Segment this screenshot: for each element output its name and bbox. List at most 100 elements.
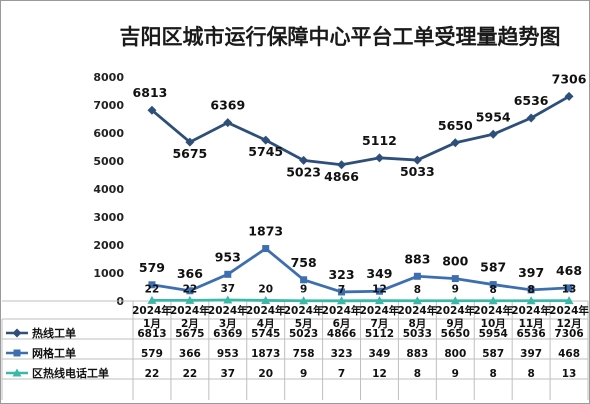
- x-tick-month: 1月: [143, 318, 161, 330]
- data-label: 5745: [248, 144, 283, 159]
- table-cell: 5675: [175, 328, 204, 340]
- data-point: [185, 137, 195, 147]
- data-point: [299, 155, 309, 165]
- data-point: [186, 287, 194, 295]
- data-label: 13: [562, 284, 577, 296]
- x-tick-year: 2024年: [170, 304, 210, 317]
- data-point: [489, 281, 497, 289]
- table-cell: 7: [338, 368, 345, 380]
- x-tick-year: 2024年: [511, 304, 551, 317]
- data-point: [450, 296, 460, 305]
- x-tick-label: 2024年 12月: [549, 304, 589, 330]
- table-cell: 468: [558, 348, 580, 360]
- x-tick-label: 2024年 10月: [473, 304, 513, 330]
- data-label: 20: [258, 283, 273, 295]
- data-point: [300, 276, 308, 284]
- y-tick-label: 6000: [93, 127, 124, 140]
- x-tick-month: 8月: [408, 318, 426, 330]
- table-cell: 800: [444, 348, 466, 360]
- x-tick-label: 2024年 4月: [246, 304, 286, 330]
- data-point: [527, 286, 535, 294]
- data-label: 8: [490, 284, 497, 296]
- data-point: [147, 295, 157, 304]
- data-label: 5033: [400, 164, 435, 179]
- data-point: [564, 91, 574, 101]
- table-cell: 1873: [251, 348, 280, 360]
- legend-marker: [12, 328, 22, 338]
- x-tick-month: 5月: [295, 318, 313, 330]
- table-cell: 22: [183, 368, 198, 380]
- table-cell: 6813: [137, 328, 166, 340]
- data-label: 22: [183, 283, 198, 295]
- x-tick-month: 12月: [556, 318, 581, 330]
- x-tick-month: 9月: [446, 318, 464, 330]
- data-point: [374, 153, 384, 163]
- x-tick-month: 11月: [519, 318, 544, 330]
- data-label: 5675: [172, 146, 207, 161]
- table-cell: 953: [217, 348, 239, 360]
- data-point: [261, 135, 271, 145]
- data-label: 12: [372, 284, 387, 296]
- y-tick-label: 1000: [93, 267, 124, 280]
- data-label: 883: [404, 251, 430, 266]
- data-label: 8: [414, 284, 421, 296]
- data-label: 37: [220, 283, 235, 295]
- data-point: [526, 296, 536, 305]
- x-tick-year: 2024年: [435, 304, 475, 317]
- table-cell: 5954: [479, 328, 508, 340]
- table-cell: 22: [145, 368, 160, 380]
- table-cell: 6536: [517, 328, 546, 340]
- x-tick-year: 2024年: [322, 304, 362, 317]
- series-line: [151, 298, 570, 303]
- y-tick-label: 2000: [93, 239, 124, 252]
- x-tick-label: 2024年 6月: [322, 304, 362, 330]
- series-line: [151, 95, 570, 167]
- x-tick-month: 10月: [481, 318, 506, 330]
- x-tick-year: 2024年: [473, 304, 513, 317]
- x-tick-year: 2024年: [132, 304, 172, 317]
- data-label: 8: [527, 284, 534, 296]
- data-point: [261, 295, 271, 304]
- x-tick-month: 3月: [219, 318, 237, 330]
- x-tick-label: 2024年 5月: [284, 304, 324, 330]
- legend-label: 热线工单: [32, 326, 76, 340]
- data-point: [148, 281, 156, 289]
- data-point: [147, 105, 157, 115]
- table-cell: 13: [562, 368, 577, 380]
- data-point: [224, 270, 232, 278]
- x-tick-year: 2024年: [284, 304, 324, 317]
- data-point: [450, 138, 460, 148]
- data-point: [413, 272, 421, 280]
- table-cell: 5650: [441, 328, 470, 340]
- data-label: 366: [177, 266, 203, 281]
- data-label: 579: [139, 260, 165, 275]
- data-label: 5954: [476, 109, 511, 124]
- x-tick-label: 2024年 11月: [511, 304, 551, 330]
- table-cell: 12: [372, 368, 387, 380]
- y-tick-label: 4000: [93, 183, 124, 196]
- data-label: 5112: [362, 133, 397, 148]
- x-tick-month: 4月: [257, 318, 275, 330]
- data-label: 7: [338, 284, 345, 296]
- y-tick-label: 3000: [93, 211, 124, 224]
- table-cell: 5112: [365, 328, 394, 340]
- table-cell: 758: [293, 348, 315, 360]
- data-label: 22: [145, 283, 160, 295]
- table-cell: 397: [520, 348, 542, 360]
- legend-label: 区热线电话工单: [32, 366, 109, 380]
- table-cell: 5745: [251, 328, 280, 340]
- table-cell: 8: [414, 368, 421, 380]
- data-label: 5023: [286, 164, 321, 179]
- data-point: [412, 155, 422, 165]
- table-cell: 323: [331, 348, 353, 360]
- x-tick-label: 2024年 7月: [360, 304, 400, 330]
- x-tick-month: 2月: [181, 318, 199, 330]
- data-point: [299, 296, 309, 305]
- table-cell: 37: [220, 368, 235, 380]
- data-label: 6369: [210, 98, 245, 113]
- legend-label: 网格工单: [32, 346, 76, 360]
- data-label: 5650: [438, 118, 473, 133]
